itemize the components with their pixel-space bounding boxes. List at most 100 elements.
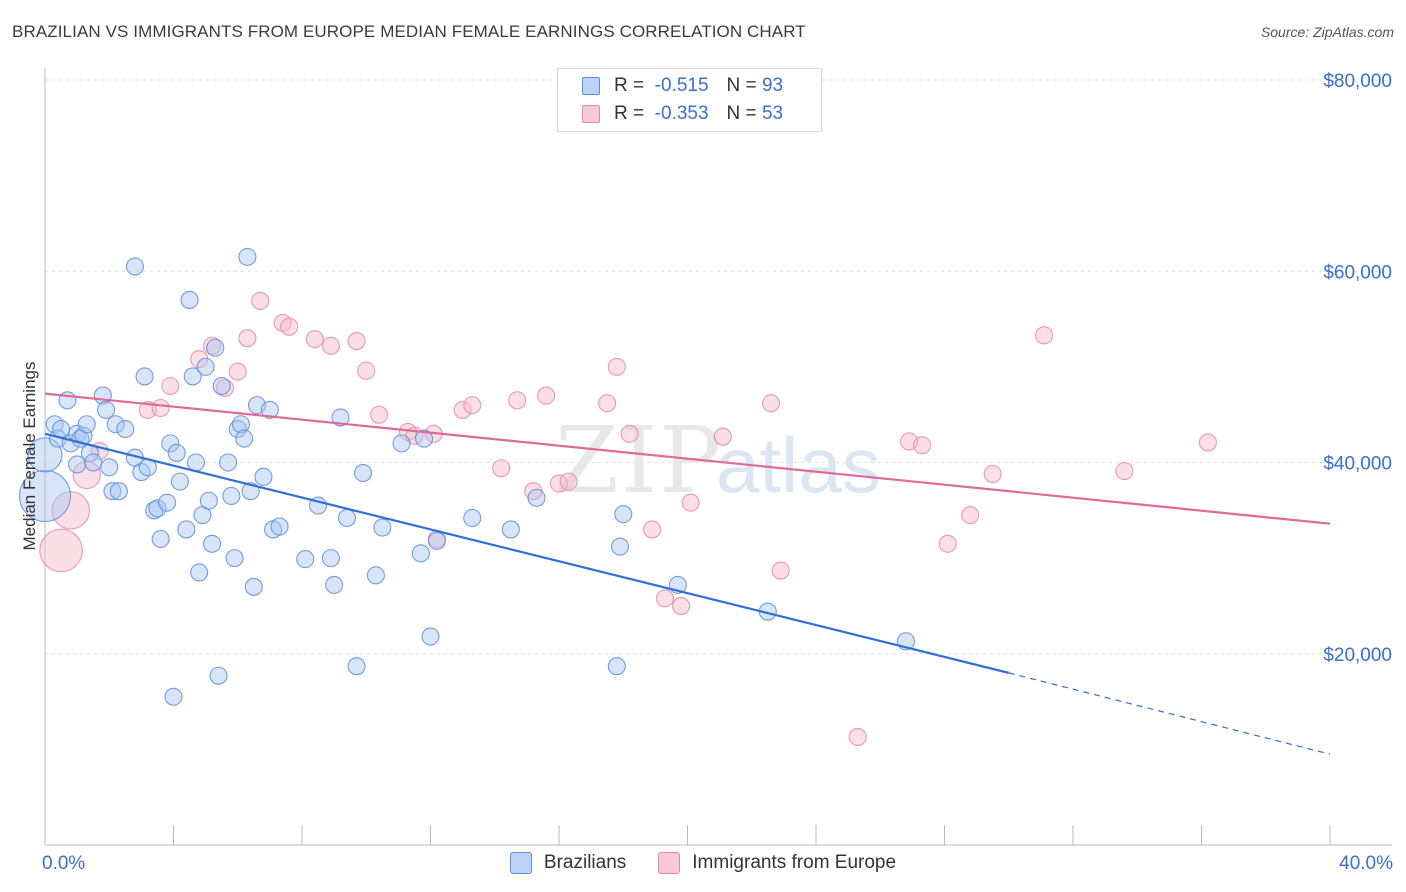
data-point	[228, 419, 247, 439]
data-point	[52, 419, 71, 439]
data-point	[180, 290, 199, 309]
data-point	[100, 458, 119, 477]
data-point	[427, 531, 446, 550]
data-point	[983, 464, 1002, 484]
data-point	[196, 357, 215, 376]
legend-swatch-pink	[582, 105, 600, 123]
trend-line-immigrants-from-europe	[44, 392, 1331, 525]
data-point	[366, 566, 385, 585]
data-point	[672, 596, 691, 615]
tick-labels: $20,000 $40,000 $60,000 $80,000 0.0% 40.0%	[42, 71, 1393, 874]
data-point	[235, 429, 254, 448]
legend-label: Brazilians	[543, 852, 627, 873]
y-axis-label: Median Female Earnings	[20, 361, 39, 551]
data-point	[161, 376, 180, 396]
data-point	[771, 561, 790, 580]
n-label: N =	[726, 103, 757, 124]
data-point	[39, 528, 83, 573]
data-point	[415, 429, 434, 448]
data-point	[353, 463, 373, 483]
legend-row-immigrants: R = -0.353 N = 53	[582, 101, 783, 127]
data-point	[357, 361, 376, 380]
data-point	[411, 544, 430, 563]
data-point	[148, 499, 167, 518]
data-point	[51, 491, 90, 530]
n-value: 53	[761, 103, 784, 124]
data-point	[620, 424, 639, 443]
data-point	[713, 427, 732, 446]
data-point	[222, 486, 241, 506]
chart-title: BRAZILIAN VS IMMIGRANTS FROM EUROPE MEDI…	[12, 22, 806, 41]
data-point	[421, 627, 440, 646]
data-point	[305, 330, 324, 349]
data-point	[392, 434, 411, 453]
data-point	[251, 291, 270, 310]
data-point	[190, 350, 209, 369]
data-point	[167, 443, 186, 462]
legend-swatch-blue	[582, 77, 600, 95]
data-point	[508, 391, 527, 410]
data-point	[219, 453, 238, 472]
data-point	[161, 434, 180, 453]
data-point	[177, 520, 196, 539]
data-point	[209, 666, 228, 685]
series-immigrants-from-europe	[39, 291, 1217, 746]
legend-item-immigrants: Immigrants from Europe	[658, 852, 896, 874]
data-point	[109, 482, 128, 501]
data-point	[761, 394, 781, 413]
data-point	[501, 520, 520, 539]
data-point	[135, 367, 154, 386]
data-point	[598, 394, 617, 413]
data-point	[203, 534, 222, 553]
data-point	[206, 338, 225, 357]
data-point	[537, 386, 556, 405]
data-point	[68, 455, 87, 474]
data-point	[238, 247, 257, 266]
r-value: -0.515	[654, 75, 709, 96]
data-point	[270, 517, 289, 536]
y-tick-label-1: $40,000	[1323, 454, 1392, 475]
data-point	[527, 488, 546, 507]
data-point	[331, 408, 350, 427]
data-point	[337, 508, 357, 528]
trend-line-brazilians	[44, 432, 1010, 674]
data-point	[848, 727, 867, 746]
data-point	[96, 400, 116, 419]
data-point	[225, 549, 244, 568]
data-point	[373, 518, 392, 537]
data-point	[228, 362, 247, 381]
data-point	[84, 453, 103, 472]
data-point	[151, 529, 170, 549]
x-tick-label-max: 40.0%	[1339, 853, 1393, 874]
data-point	[912, 436, 932, 455]
r-label: R =	[614, 75, 645, 96]
data-point	[190, 563, 209, 582]
watermark-zip: ZIP	[555, 407, 723, 514]
data-point	[170, 472, 189, 491]
data-point	[238, 329, 257, 348]
r-label: R =	[614, 103, 645, 124]
data-point	[254, 467, 273, 486]
data-point	[453, 400, 472, 419]
data-point	[463, 396, 482, 415]
data-point	[643, 520, 662, 539]
legend-row-brazilians: R = -0.515 N = 93	[582, 73, 783, 99]
data-point	[321, 336, 340, 355]
data-point	[681, 493, 700, 512]
axes	[44, 68, 1392, 846]
data-point	[244, 577, 263, 596]
data-point	[655, 589, 675, 608]
series-brazilians	[18, 247, 916, 706]
data-point	[103, 482, 122, 501]
legend-label: Immigrants from Europe	[692, 852, 897, 873]
data-point	[164, 687, 183, 706]
n-label: N =	[726, 75, 757, 96]
data-point	[296, 550, 315, 569]
x-tick-label-min: 0.0%	[42, 853, 85, 874]
data-point	[321, 549, 340, 568]
grid	[45, 79, 1392, 655]
data-point	[260, 400, 279, 419]
data-point	[607, 657, 626, 676]
trend-line-brazilians-extension	[1008, 672, 1331, 755]
